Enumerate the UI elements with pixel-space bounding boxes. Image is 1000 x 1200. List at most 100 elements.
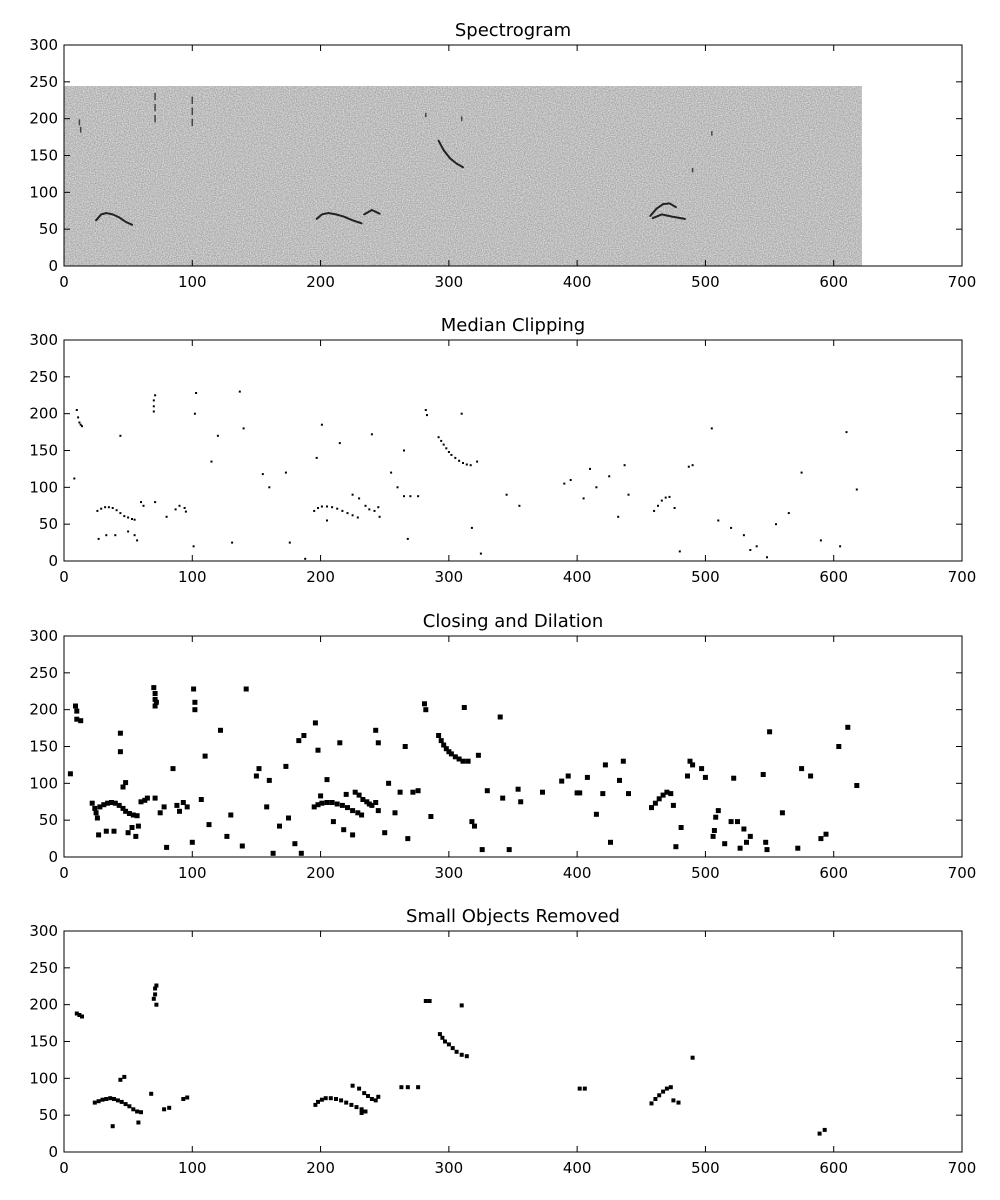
data-point [298,850,304,856]
data-point [152,691,158,696]
data-point [77,416,80,419]
data-point [428,814,434,819]
data-point [452,754,458,760]
data-point [845,724,851,730]
data-point [343,791,349,797]
data-point [261,473,264,476]
data-point [715,808,721,814]
data-point [330,819,336,825]
data-point [334,801,340,807]
data-point [460,758,466,764]
data-point [288,541,291,544]
data-point [358,497,361,500]
heatmap-area [64,85,962,267]
data-point [174,508,177,511]
data-point [162,1107,167,1112]
data-point [315,747,321,753]
data-point [123,515,126,518]
data-point [338,442,341,445]
data-point [373,1098,378,1103]
data-point [710,427,713,430]
y-axis: 0 50 100 150 200 250 300 [29,36,962,275]
y-tick-label: 300 [29,922,58,940]
data-point [202,753,208,759]
data-point [386,780,392,786]
x-tick-label: 0 [59,864,69,882]
data-point [423,999,428,1003]
data-point [92,1100,97,1105]
data-point [649,1101,654,1106]
data-point [470,526,473,529]
data-point [152,703,158,709]
y-tick-label: 50 [39,515,58,533]
data-point [397,789,403,795]
data-point [676,1100,681,1105]
data-point [127,1104,132,1109]
data-point [195,392,198,394]
x-tick-label: 0 [59,568,69,586]
x-tick-label: 400 [563,273,592,291]
data-point [497,714,503,720]
data-point [336,507,339,510]
data-point [112,800,118,806]
data-point [845,431,848,434]
x-tick-label: 100 [178,1159,207,1177]
data-point [119,434,122,437]
data-point [167,1105,172,1110]
data-point [447,451,450,453]
x-tick-label: 300 [435,568,464,586]
data-point [800,471,803,474]
data-point [111,828,117,834]
data-point [339,802,345,808]
data-point [450,453,453,456]
y-tick-label: 0 [48,848,58,866]
data-point [152,405,155,408]
x-tick-label: 600 [819,864,848,882]
data-point [459,1052,464,1057]
panel-title-small-objects-removed: Small Objects Removed [406,906,620,927]
y-tick-label: 100 [29,183,58,201]
data-point [766,556,768,559]
data-point [458,459,461,462]
data-point [184,804,190,810]
data-point [373,509,376,512]
data-point [673,844,679,850]
data-point [469,819,475,825]
data-point [153,992,158,997]
y-tick-label: 300 [29,627,58,645]
data-point [795,845,801,851]
x-tick-label: 700 [948,864,977,882]
x-tick-label: 400 [563,864,592,882]
data-point [399,1085,404,1090]
data-point [664,1086,669,1091]
y-tick-label: 200 [29,110,58,128]
data-point [362,1091,367,1096]
y-tick-label: 300 [29,331,58,349]
data-point [787,512,790,515]
data-point [131,1107,136,1112]
data-point [373,800,379,805]
data-point [755,545,758,548]
data-point [78,718,84,724]
data-point [151,685,157,691]
plot-frame [63,635,963,858]
data-point [390,471,393,474]
data-point [193,412,196,415]
data-point [319,1097,324,1102]
y-axis: 0 50 100 150 200 250 300 [29,331,962,570]
x-tick-label: 600 [819,568,848,586]
x-tick-label: 400 [563,568,592,586]
data-point [405,836,411,842]
data-point [324,777,330,783]
data-point [540,789,545,795]
data-point [808,773,814,779]
data-point [855,488,858,491]
data-point [440,439,443,442]
data-point [108,1096,113,1101]
data-point [475,752,481,758]
data-point [152,795,158,801]
data-point [476,460,479,463]
data-point [563,482,566,485]
data-point [595,486,598,489]
data-point [426,414,428,417]
